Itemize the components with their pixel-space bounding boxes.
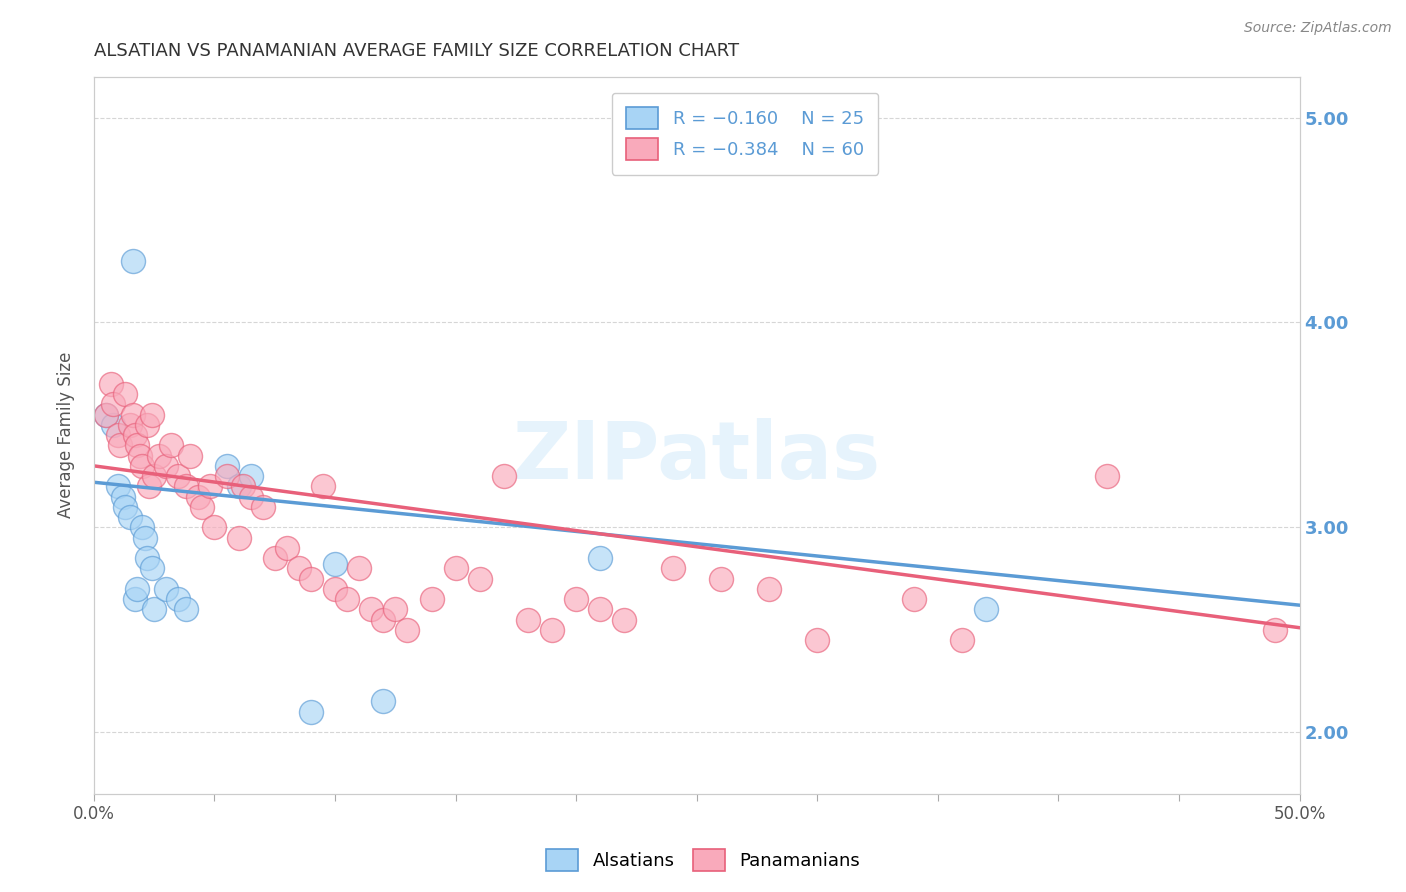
Point <box>444 561 467 575</box>
Point <box>143 602 166 616</box>
Point <box>204 520 226 534</box>
Point <box>263 551 285 566</box>
Point <box>239 490 262 504</box>
Point <box>120 417 142 432</box>
Point <box>155 458 177 473</box>
Point <box>420 592 443 607</box>
Point <box>127 582 149 596</box>
Point <box>903 592 925 607</box>
Legend: R = −0.160    N = 25, R = −0.384    N = 60: R = −0.160 N = 25, R = −0.384 N = 60 <box>612 93 879 175</box>
Point <box>111 490 134 504</box>
Point <box>336 592 359 607</box>
Point <box>128 449 150 463</box>
Point <box>215 458 238 473</box>
Point <box>134 531 156 545</box>
Point <box>1264 623 1286 637</box>
Point <box>187 490 209 504</box>
Point <box>191 500 214 514</box>
Point <box>974 602 997 616</box>
Point <box>288 561 311 575</box>
Text: ZIPatlas: ZIPatlas <box>513 417 882 496</box>
Text: Source: ZipAtlas.com: Source: ZipAtlas.com <box>1244 21 1392 35</box>
Point <box>323 582 346 596</box>
Text: ALSATIAN VS PANAMANIAN AVERAGE FAMILY SIZE CORRELATION CHART: ALSATIAN VS PANAMANIAN AVERAGE FAMILY SI… <box>94 42 740 60</box>
Point <box>252 500 274 514</box>
Point <box>114 500 136 514</box>
Point <box>347 561 370 575</box>
Point <box>710 572 733 586</box>
Point <box>589 602 612 616</box>
Point <box>299 572 322 586</box>
Point <box>110 438 132 452</box>
Point <box>131 458 153 473</box>
Point <box>131 520 153 534</box>
Point <box>107 428 129 442</box>
Point <box>114 387 136 401</box>
Point <box>124 428 146 442</box>
Point <box>565 592 588 607</box>
Point <box>758 582 780 596</box>
Point <box>239 469 262 483</box>
Point <box>121 254 143 268</box>
Point <box>276 541 298 555</box>
Point <box>160 438 183 452</box>
Point <box>661 561 683 575</box>
Point <box>373 613 395 627</box>
Point <box>613 613 636 627</box>
Point <box>138 479 160 493</box>
Point <box>492 469 515 483</box>
Point <box>167 592 190 607</box>
Point <box>103 397 125 411</box>
Point <box>323 558 346 572</box>
Point <box>107 479 129 493</box>
Point <box>136 551 159 566</box>
Point <box>312 479 335 493</box>
Point <box>360 602 382 616</box>
Point <box>94 408 117 422</box>
Point <box>806 633 828 648</box>
Point <box>517 613 540 627</box>
Point <box>103 417 125 432</box>
Point <box>94 408 117 422</box>
Point <box>141 561 163 575</box>
Point <box>1095 469 1118 483</box>
Point <box>215 469 238 483</box>
Point <box>589 551 612 566</box>
Point <box>228 479 250 493</box>
Point <box>141 408 163 422</box>
Point <box>299 705 322 719</box>
Point <box>384 602 406 616</box>
Point <box>124 592 146 607</box>
Point <box>143 469 166 483</box>
Point <box>148 449 170 463</box>
Point <box>136 417 159 432</box>
Point <box>100 376 122 391</box>
Point <box>174 602 197 616</box>
Point <box>121 408 143 422</box>
Point <box>198 479 221 493</box>
Point <box>468 572 491 586</box>
Point <box>174 479 197 493</box>
Y-axis label: Average Family Size: Average Family Size <box>58 352 75 518</box>
Point <box>127 438 149 452</box>
Point <box>232 479 254 493</box>
Point <box>396 623 419 637</box>
Point <box>228 531 250 545</box>
Point <box>179 449 201 463</box>
Point <box>950 633 973 648</box>
Point <box>373 694 395 708</box>
Point <box>155 582 177 596</box>
Point <box>120 510 142 524</box>
Point <box>541 623 564 637</box>
Legend: Alsatians, Panamanians: Alsatians, Panamanians <box>538 842 868 879</box>
Point <box>167 469 190 483</box>
